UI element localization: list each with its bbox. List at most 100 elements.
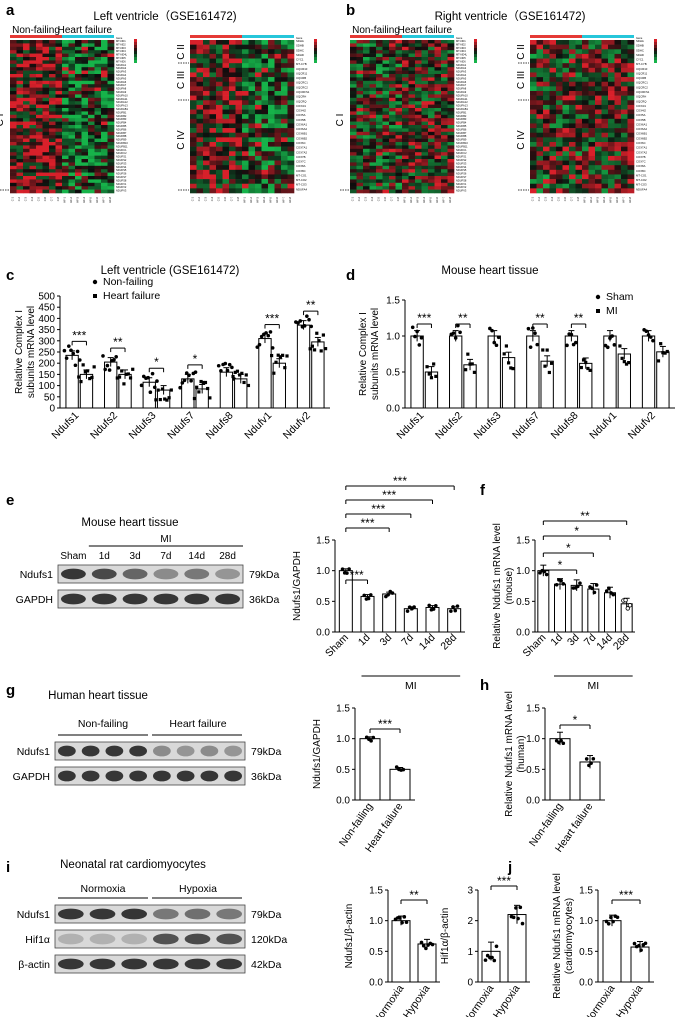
heat-cell [268, 49, 275, 55]
data-point [244, 373, 248, 377]
heat-cell [190, 118, 197, 124]
heat-cell [68, 155, 76, 160]
heat-cell [81, 172, 89, 177]
heat-cell [595, 58, 602, 64]
heat-cell [29, 40, 37, 44]
gene-label: COX8A [296, 164, 306, 168]
heat-cell [216, 179, 223, 185]
data-point [509, 366, 513, 370]
heat-cell [29, 50, 37, 54]
heat-cell [261, 72, 269, 78]
heat-cell [62, 169, 69, 173]
panel-letter-h: h [480, 677, 489, 694]
gene-label: COX7C [636, 160, 646, 164]
heat-cell [107, 91, 115, 95]
legend-label: Sham [606, 291, 634, 303]
heat-cell [402, 60, 409, 65]
heat-cell [382, 125, 390, 129]
heat-cell [287, 104, 295, 110]
data-point [319, 349, 323, 353]
heat-cell [248, 188, 256, 194]
heat-cell [389, 74, 396, 78]
heat-cell [222, 114, 230, 120]
heat-cell [10, 91, 17, 95]
heat-cell [627, 160, 635, 166]
y-tick-label: 1.5 [516, 536, 530, 547]
heat-cell [101, 67, 108, 71]
heat-cell [350, 97, 357, 102]
heat-cell [402, 152, 409, 156]
heat-cell [562, 142, 570, 147]
heat-cell [543, 77, 550, 83]
heat-cell [23, 176, 30, 180]
heat-cell [421, 63, 429, 68]
sample-label: C-2 [17, 196, 21, 201]
heat-cell [261, 174, 269, 180]
heat-cell [415, 138, 422, 143]
heat-cell [203, 165, 210, 171]
heat-cell [595, 128, 602, 134]
heat-cell [434, 94, 442, 99]
heat-cell [287, 86, 295, 92]
heat-cell [588, 86, 596, 92]
heat-cell [81, 97, 89, 102]
heat-cell [222, 77, 230, 83]
heat-cell [209, 146, 217, 152]
heat-cell [62, 77, 69, 82]
heat-cell [369, 145, 377, 150]
heat-cell [81, 74, 89, 78]
heat-cell [582, 155, 589, 161]
significance-label: *** [265, 312, 279, 326]
heat-cell [49, 101, 56, 105]
heat-cell [216, 58, 223, 64]
heat-cell [434, 63, 442, 68]
heat-cell [23, 84, 30, 88]
heat-cell [16, 77, 24, 82]
heat-cell [627, 174, 635, 180]
heat-cell [562, 67, 570, 73]
heat-cell [268, 188, 275, 194]
y-axis-label: (mouse) [504, 568, 515, 605]
x-category-label: Ndufs8 [204, 410, 236, 442]
heat-cell [62, 74, 69, 78]
sample-label: C-5 [376, 196, 380, 201]
data-point [627, 603, 633, 608]
heat-cell [536, 72, 544, 78]
heat-cell [88, 118, 95, 122]
heat-cell [369, 172, 377, 177]
heat-cell [356, 189, 364, 194]
heat-cell [441, 77, 448, 82]
heat-cell [268, 142, 275, 147]
heat-cell [55, 135, 63, 139]
heat-cell [287, 183, 295, 189]
gene-label: COX6A2 [636, 127, 647, 131]
heat-cell [415, 172, 422, 177]
heat-cell [216, 160, 223, 166]
heat-cell [588, 165, 596, 171]
heat-cell [49, 53, 56, 58]
heat-cell [235, 104, 243, 110]
heat-cell [549, 146, 557, 152]
heat-cell [356, 186, 364, 190]
blot-band [58, 958, 84, 970]
heat-cell [29, 159, 37, 163]
gene-label: NDUFB11 [456, 144, 468, 148]
heat-cell [389, 121, 396, 126]
heat-cell [402, 114, 409, 119]
heat-cell [382, 114, 390, 119]
significance-label: ** [574, 311, 584, 325]
heat-cell [556, 174, 563, 180]
blot-band [129, 770, 147, 782]
heat-cell [75, 114, 82, 119]
heat-cell [434, 186, 442, 190]
heat-cell [376, 169, 383, 173]
heat-cell [107, 114, 115, 119]
data-point [315, 331, 319, 335]
heat-cell [81, 91, 89, 95]
heat-cell [575, 100, 583, 106]
data-point [451, 605, 455, 609]
blot-band [58, 745, 76, 757]
heat-cell [608, 49, 615, 55]
heat-cell [575, 146, 583, 152]
heat-cell [75, 159, 82, 163]
